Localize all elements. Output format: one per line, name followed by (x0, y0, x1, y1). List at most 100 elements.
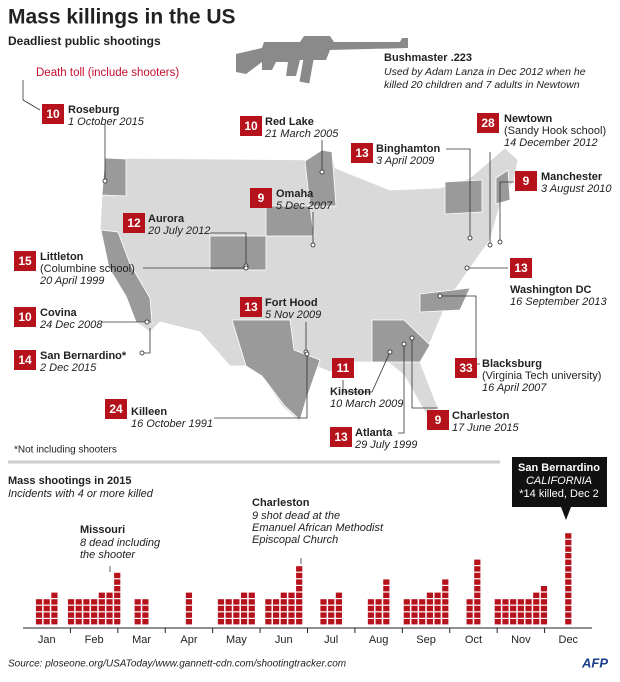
incident-bar (466, 599, 473, 625)
toll-count: 10 (18, 310, 32, 324)
death-block (248, 599, 255, 605)
death-block (466, 619, 473, 625)
toll-count: 33 (459, 361, 473, 375)
death-block (540, 599, 548, 605)
annotation-text: the shooter (80, 549, 136, 561)
event-date: 16 September 2013 (510, 296, 608, 308)
death-block (383, 605, 390, 612)
incident-bar (35, 599, 43, 625)
death-block (51, 599, 58, 605)
death-block (98, 599, 105, 605)
location-dot (464, 265, 470, 271)
death-block (67, 605, 75, 612)
death-block (98, 619, 105, 625)
death-block (335, 599, 343, 605)
death-block (67, 599, 75, 605)
toll-box (240, 116, 262, 136)
death-block (91, 605, 98, 612)
event-date: 3 August 2010 (541, 183, 612, 195)
death-block (426, 612, 433, 618)
death-block (114, 612, 121, 618)
incident-bar (217, 599, 225, 625)
death-block (296, 612, 303, 618)
location-dot (401, 341, 407, 347)
death-block (114, 599, 121, 605)
toll-box (515, 171, 537, 191)
location-dot (304, 351, 310, 357)
x-tick-label: Dec (559, 634, 579, 646)
chart-subtitle: Incidents with 4 or more killed (8, 488, 154, 500)
death-block (367, 619, 375, 625)
death-block (383, 612, 390, 618)
toll-count: 10 (46, 107, 60, 121)
death-block (217, 605, 225, 612)
event-date: 24 Dec 2008 (39, 319, 103, 331)
incident-bar (403, 599, 410, 625)
death-block (248, 612, 255, 618)
x-tick-label: Sep (416, 634, 436, 646)
event-date: 29 July 1999 (354, 439, 417, 451)
death-block (225, 612, 232, 618)
death-block (51, 592, 58, 598)
death-block (442, 599, 449, 605)
death-block (280, 605, 287, 612)
death-block (75, 612, 82, 618)
incident-bar (280, 592, 287, 625)
death-block (272, 612, 280, 618)
death-block (106, 612, 113, 618)
death-block (106, 599, 113, 605)
death-block (114, 592, 121, 598)
toll-count: 15 (18, 254, 32, 268)
incident-bar (240, 592, 248, 625)
location-dot (497, 239, 503, 245)
incident-bar (185, 592, 193, 625)
death-block (383, 586, 390, 592)
event-date: 16 April 2007 (482, 382, 547, 394)
death-block (442, 612, 449, 618)
death-block (419, 599, 426, 605)
death-block (565, 579, 572, 585)
location-dot (243, 265, 249, 271)
toll-count: 13 (355, 146, 369, 160)
death-block (98, 592, 105, 598)
x-tick-label: Jan (38, 634, 56, 646)
death-block (280, 619, 287, 625)
death-block (185, 592, 193, 598)
place-name: Washington DC (510, 284, 592, 296)
leader-line (210, 232, 247, 266)
death-block (474, 619, 481, 625)
death-block (217, 612, 225, 618)
death-block (540, 612, 548, 618)
location-dot (319, 169, 325, 175)
death-block (91, 599, 98, 605)
incident-bar (565, 533, 572, 625)
death-block (383, 619, 390, 625)
death-block (233, 612, 240, 618)
death-block (510, 605, 517, 612)
footnote: *Not including shooters (14, 445, 117, 456)
death-block (375, 612, 382, 618)
death-block (540, 605, 548, 612)
death-block (565, 539, 572, 546)
death-block (502, 599, 509, 605)
place-name: Fort Hood (265, 297, 318, 309)
death-block (35, 605, 43, 612)
location-dot (437, 293, 443, 299)
annotation-text: Emanuel African Methodist (252, 522, 384, 534)
death-block (565, 572, 572, 579)
death-block (91, 612, 98, 618)
callout-sub: CALIFORNIA (526, 475, 592, 487)
death-block (225, 619, 232, 625)
place-name: Newtown (504, 113, 553, 125)
toll-count: 28 (481, 116, 495, 130)
death-block (83, 619, 90, 625)
death-block (114, 619, 121, 625)
death-block (525, 619, 532, 625)
death-block (296, 586, 303, 592)
death-block (525, 612, 532, 618)
location-dot (467, 235, 473, 241)
death-block (320, 619, 327, 625)
death-block (533, 592, 540, 598)
death-block (134, 612, 141, 618)
toll-count: 12 (127, 216, 141, 230)
